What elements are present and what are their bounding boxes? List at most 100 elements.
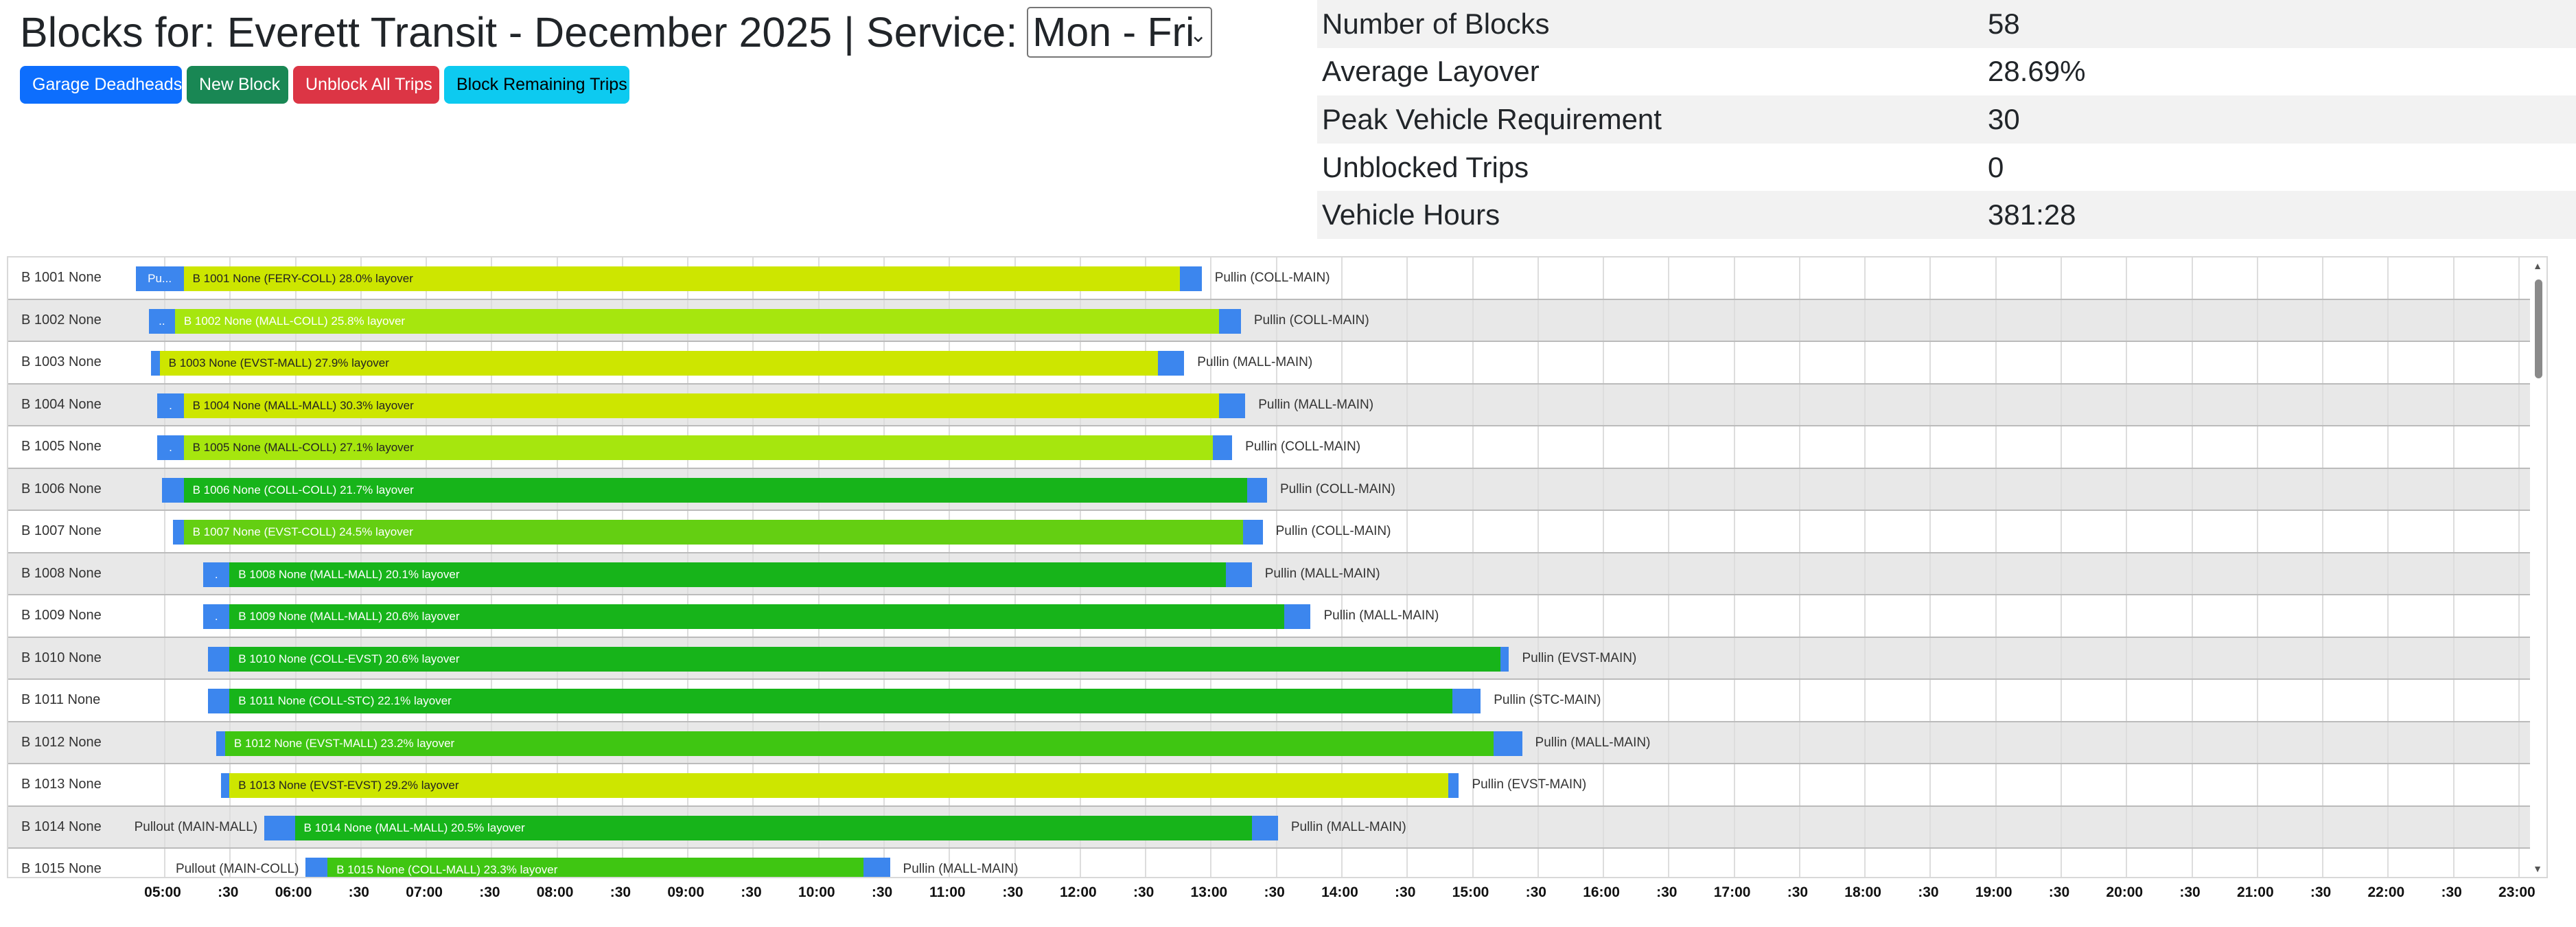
grid-line [2060,258,2062,299]
grid-line [2518,299,2520,341]
pullout-segment[interactable] [150,351,160,376]
pullout-segment[interactable]: . [157,393,184,418]
vertical-scrollbar[interactable]: ▲ ▼ [2530,258,2546,877]
pullout-segment[interactable] [161,477,184,503]
block-bar[interactable]: B 1003 None (EVST-MALL) 27.9% layover [159,351,1159,376]
grid-line [1733,553,1735,594]
pullout-segment[interactable] [216,731,225,756]
grid-line [1472,342,1474,383]
block-row: B 1012 None B 1012 None (EVST-MALL) 23.2%… [8,722,2546,764]
block-bar[interactable]: B 1007 None (EVST-COLL) 24.5% layover [183,520,1244,545]
grid-line [2322,764,2324,805]
grid-line [1995,342,1997,383]
block-bar[interactable]: B 1004 None (MALL-MALL) 30.3% layover [183,393,1220,418]
grid-line [1668,680,1670,721]
pullout-segment[interactable] [220,773,230,798]
block-bar[interactable]: B 1002 None (MALL-COLL) 25.8% layover [174,308,1220,334]
pullin-label: Pullin (MALL-MAIN) [1535,735,1651,750]
grid-line [2060,722,2062,763]
block-remaining-trips-button[interactable]: Block Remaining Trips [444,66,629,104]
pullout-segment[interactable] [264,815,295,840]
block-bar[interactable]: B 1006 None (COLL-COLL) 21.7% layover [183,477,1248,503]
scroll-down-icon[interactable]: ▼ [2533,863,2542,874]
pullout-segment[interactable] [172,520,184,545]
grid-line [1603,806,1605,847]
pullin-label: Pullin (EVST-MAIN) [1472,777,1587,792]
axis-tick-label: 16:00 [1583,884,1620,900]
grid-line [1995,764,1997,805]
block-bar[interactable]: B 1010 None (COLL-EVST) 20.6% layover [229,646,1500,672]
pullout-segment[interactable] [305,858,328,877]
grid-line [1668,426,1670,468]
grid-line [2191,637,2193,678]
grid-line [2060,342,2062,383]
stats-row: Average Layover 28.69% [1317,48,2576,96]
pullin-segment[interactable] [1179,266,1202,291]
block-bar[interactable]: B 1011 None (COLL-STC) 22.1% layover [229,689,1452,713]
block-bar[interactable]: B 1012 None (EVST-MALL) 23.2% layover [224,731,1494,756]
pullin-segment[interactable] [1158,351,1185,376]
grid-line [2060,595,2062,637]
stats-row: Peak Vehicle Requirement 30 [1317,95,2576,144]
pullin-segment[interactable] [1500,646,1509,672]
grid-line [1603,258,1605,299]
pullin-segment[interactable] [1247,477,1267,503]
pullin-segment[interactable] [1494,731,1522,756]
grid-line [2256,764,2258,805]
axis-tick-label: :30 [1918,884,1939,900]
new-block-button[interactable]: New Block [187,66,288,104]
pullout-segment[interactable]: . [203,604,230,629]
scroll-up-icon[interactable]: ▲ [2533,260,2542,271]
grid-line [1668,258,1670,299]
block-bar[interactable]: B 1015 None (COLL-MALL) 23.3% layover [327,858,864,877]
grid-line [1798,553,1800,594]
grid-line [1668,595,1670,637]
pullout-segment[interactable] [207,689,230,713]
pullin-segment[interactable] [1452,689,1481,713]
pullin-segment[interactable] [1448,773,1459,798]
stats-row: Unblocked Trips 0 [1317,144,2576,192]
pullin-segment[interactable] [1251,815,1278,840]
grid-line [2387,764,2389,805]
grid-line [2452,806,2455,847]
stat-value: 0 [1988,150,2004,183]
block-bar[interactable]: B 1009 None (MALL-MALL) 20.6% layover [229,604,1285,629]
block-bar[interactable]: B 1001 None (FERY-COLL) 28.0% layover [183,266,1180,291]
grid-line [1537,342,1539,383]
block-bar[interactable]: B 1014 None (MALL-MALL) 20.5% layover [294,815,1252,840]
grid-line [1603,764,1605,805]
scrollbar-thumb[interactable] [2535,279,2542,378]
pullin-segment[interactable] [1219,308,1241,334]
grid-line [1537,764,1539,805]
block-bar[interactable]: B 1008 None (MALL-MALL) 20.1% layover [229,562,1226,587]
pullin-label: Pullin (EVST-MAIN) [1522,650,1637,665]
grid-line [1864,258,1866,299]
pullin-segment[interactable] [1243,520,1263,545]
grid-line [2126,595,2128,637]
block-bar[interactable]: B 1013 None (EVST-EVST) 29.2% layover [229,773,1448,798]
pullout-segment[interactable]: Pu... [135,266,184,291]
grid-line [1929,764,1931,805]
grid-line [1341,595,1343,637]
axis-tick-label: :30 [1264,884,1285,900]
grid-line [2256,468,2258,510]
pullin-segment[interactable] [1212,435,1233,460]
grid-line [2126,849,2128,877]
pullin-segment[interactable] [1225,562,1252,587]
grid-line [1733,764,1735,805]
pullin-segment[interactable] [1284,604,1311,629]
pullin-segment[interactable] [863,858,890,877]
garage-deadheads-button[interactable]: Garage Deadheads [20,66,182,104]
pullin-segment[interactable] [1219,393,1246,418]
block-row: B 1007 None B 1007 None (EVST-COLL) 24.5%… [8,511,2546,553]
pullout-segment[interactable] [207,646,230,672]
grid-line [1603,511,1605,552]
service-select[interactable]: Mon - Fri ⌄ [1027,7,1213,58]
pullout-segment[interactable]: . [203,562,230,587]
grid-line [1275,384,1277,425]
unblock-all-trips-button[interactable]: Unblock All Trips [293,66,439,104]
block-bar[interactable]: B 1005 None (MALL-COLL) 27.1% layover [183,435,1213,460]
grid-line [1929,511,1931,552]
pullout-segment[interactable]: .. [148,308,175,334]
pullout-segment[interactable]: . [157,435,184,460]
